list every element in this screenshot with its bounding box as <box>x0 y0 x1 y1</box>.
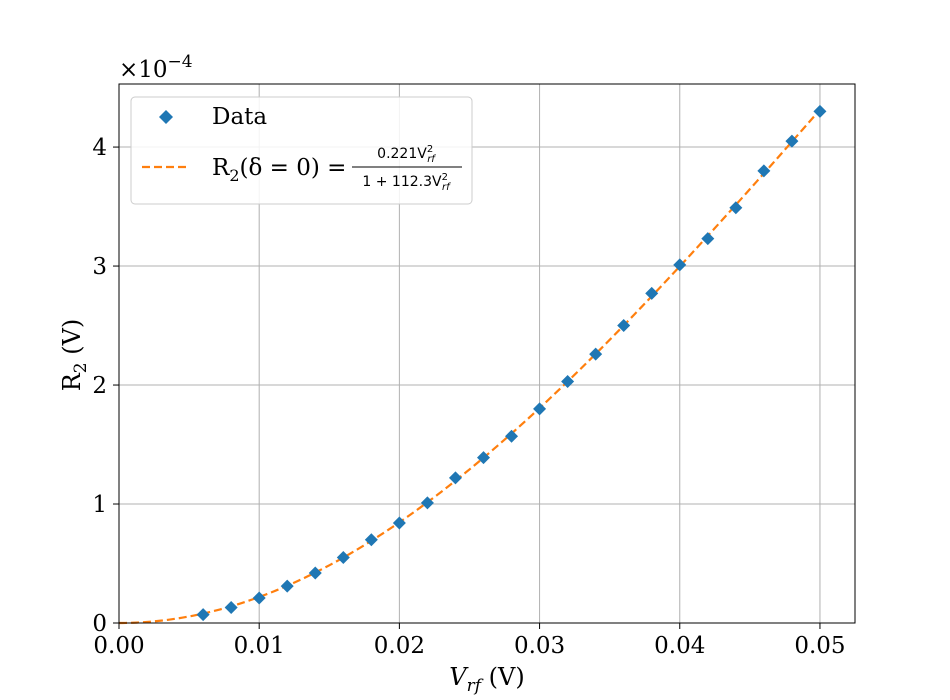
x-tick-label: 0.01 <box>234 633 285 659</box>
legend-data-marker <box>159 110 173 124</box>
data-point <box>420 496 434 510</box>
x-tick-label: 0.00 <box>93 633 144 659</box>
y-tick-label: 4 <box>92 135 107 161</box>
legend-fit-numerator: 0.221V2 rf <box>377 144 436 165</box>
data-point <box>673 258 687 272</box>
data-point <box>701 232 715 246</box>
plot-frame <box>118 83 856 624</box>
fit-curve <box>118 108 821 625</box>
data-point <box>364 533 378 547</box>
data-point <box>533 402 547 416</box>
data-point <box>645 286 659 300</box>
data-point <box>308 566 322 580</box>
x-tick-label: 0.05 <box>794 633 845 659</box>
data-point <box>252 591 266 605</box>
data-point <box>757 164 771 178</box>
y-tick-label: 1 <box>92 492 107 518</box>
data-point <box>617 319 631 333</box>
y-axis-label: R2 (V) <box>58 319 91 392</box>
data-point <box>392 516 406 530</box>
data-point <box>589 347 603 361</box>
legend-fit-label: R2(δ = 0) = <box>212 155 346 185</box>
legend: Data R2(δ = 0) = 0.221V2 rf 1 + 112.3V2 rf <box>130 96 473 205</box>
ticks: 0.00 0.01 0.02 0.03 0.04 0.05 0 1 2 3 4 <box>92 135 845 659</box>
data-point <box>196 608 210 622</box>
x-tick-label: 0.04 <box>654 633 705 659</box>
x-axis-label: Vrf (V) <box>449 663 524 696</box>
y-tick-label: 2 <box>92 373 107 399</box>
fit-layer <box>118 108 821 625</box>
legend-box <box>130 96 473 205</box>
data-point <box>813 104 827 118</box>
y-tick-label: 3 <box>92 254 107 280</box>
x-tick-label: 0.03 <box>514 633 565 659</box>
data-point <box>448 471 462 485</box>
data-point <box>561 374 575 388</box>
data-point <box>505 429 519 443</box>
data-point <box>224 601 238 615</box>
y-tick-label: 0 <box>92 611 107 637</box>
x-tick-label: 0.02 <box>374 633 425 659</box>
data-point <box>729 201 743 215</box>
legend-fit-denominator: 1 + 112.3V2 rf <box>362 172 451 193</box>
data-point <box>280 579 294 593</box>
data-point <box>476 451 490 465</box>
legend-data-label: Data <box>212 104 267 130</box>
data-point <box>336 551 350 565</box>
data-point <box>785 134 799 148</box>
points-layer <box>196 104 827 622</box>
y-scale-label: ×10−4 <box>119 52 193 83</box>
